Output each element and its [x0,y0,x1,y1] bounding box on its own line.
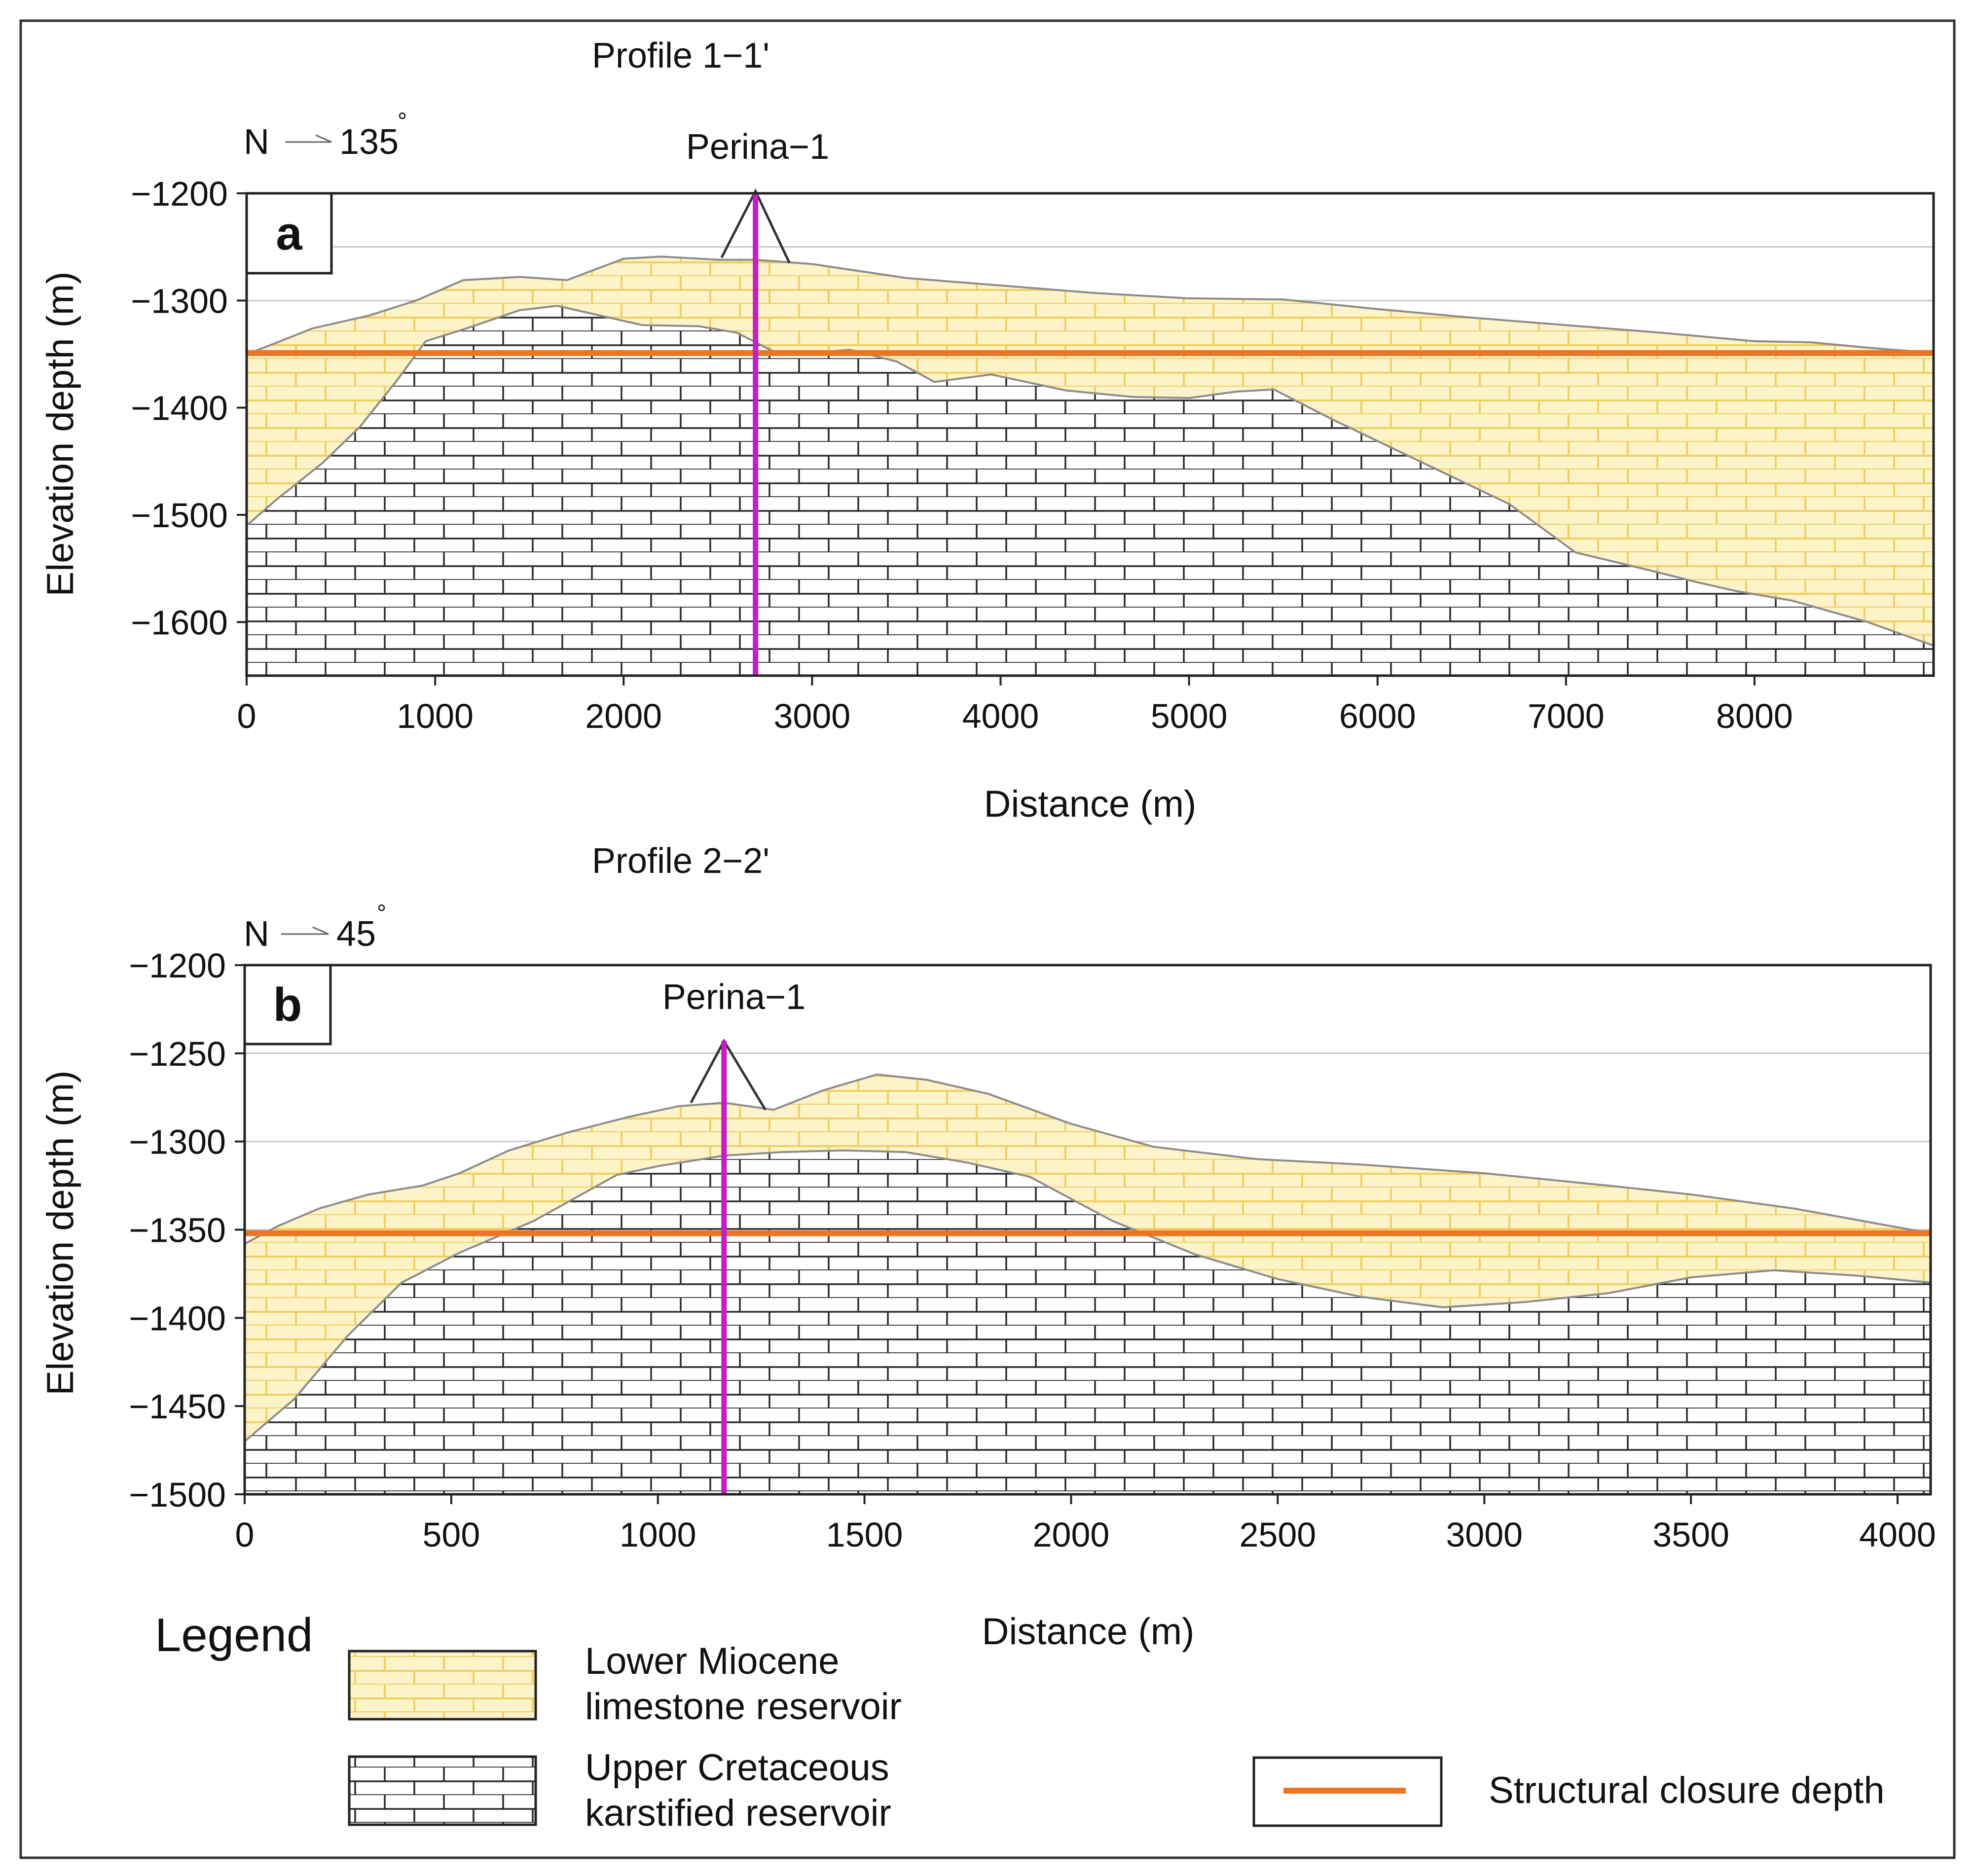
y-tick-label-a: −1600 [131,603,228,642]
x-tick-label-a: 1000 [397,697,474,735]
profile-title-a: Profile 1−1' [592,36,769,75]
y-tick-label-a: −1500 [131,496,228,535]
x-tick-label-a: 2000 [585,697,662,735]
x-tick-label-a: 6000 [1339,697,1416,735]
panel-b-ticks: 0 500 1000 1500 2000 2500 3000 3500 4000 −1200 −12… [129,946,1936,1554]
x-axis-label-b: Distance (m) [982,1611,1195,1653]
orientation-degree-a: ° [398,108,407,135]
upper-cretaceous-area-a [247,306,1934,676]
x-tick-label-a: 5000 [1151,697,1228,735]
well-symbol-b [690,1038,767,1111]
well-name-a: Perina−1 [686,127,829,167]
figure-frame [19,19,1956,1859]
legend-label-closure: Structural closure depth [1489,1769,1885,1811]
y-tick-label-b: −1400 [129,1299,226,1337]
north-arrow-a [285,134,332,143]
upper-cretaceous-area-b [245,1150,1931,1494]
y-axis-label-b: Elevation depth (m) [39,1071,81,1396]
x-tick-label-a: 3000 [774,697,851,735]
x-tick-label-a: 0 [237,697,256,735]
panel-label-b: b [273,978,302,1031]
orientation-degree-b: ° [377,901,386,927]
y-axis-label-a: Elevation depth (m) [39,272,81,597]
legend-label-miocene-line2: limestone reservoir [585,1686,902,1728]
y-tick-label-a: −1200 [131,175,228,213]
legend-label-cretaceous-line2: karstified reservoir [585,1792,891,1834]
x-tick-label-b: 2000 [1033,1515,1110,1554]
y-tick-label-b: −1300 [129,1123,226,1161]
plot-area-frame-a [245,192,1935,677]
x-tick-label-b: 2500 [1239,1515,1316,1554]
legend-swatch-cretaceous [348,1755,537,1826]
legend-label-cretaceous-line1: Upper Cretaceous [585,1747,889,1789]
y-tick-label-b: −1450 [129,1387,226,1426]
orientation-value-a: 135 [339,122,399,162]
x-tick-label-b: 500 [422,1515,480,1554]
y-tick-label-a: −1300 [131,282,228,320]
orientation-prefix-a: N [244,122,269,162]
profile-title-b: Profile 2−2' [592,841,769,881]
legend-swatch-miocene [348,1650,537,1721]
panel-b: 0 500 1000 1500 2000 2500 3000 3500 4000 −1200 −12… [39,841,1936,1653]
orientation-value-b: 45 [336,914,376,954]
y-tick-label-b: −1250 [129,1035,226,1073]
panel-a: 0 1000 2000 3000 4000 5000 6000 7000 8000 −1200 −1… [39,36,1935,825]
x-tick-label-b: 1000 [620,1515,696,1554]
well-symbol-a [720,188,791,264]
x-axis-label-a: Distance (m) [984,783,1197,825]
well-name-b: Perina−1 [662,977,805,1017]
north-arrow-b [281,926,329,935]
legend-title: Legend [155,1609,313,1661]
x-tick-label-b: 1500 [826,1515,903,1554]
y-tick-label-b: −1500 [129,1476,226,1514]
x-tick-label-b: 3500 [1652,1515,1729,1554]
x-tick-label-a: 4000 [962,697,1039,735]
orientation-prefix-b: N [244,914,269,954]
x-tick-label-a: 7000 [1528,697,1605,735]
y-tick-label-b: −1200 [129,946,226,985]
lower-miocene-top-line-a [247,255,1934,355]
panel-label-box-a [245,192,333,275]
panel-a-ticks: 0 1000 2000 3000 4000 5000 6000 7000 8000 −1200 −1… [131,175,1792,735]
x-tick-label-b: 4000 [1859,1515,1936,1554]
x-tick-label-b: 0 [235,1515,255,1554]
upper-cretaceous-top-line-a [247,305,1934,647]
y-tick-label-b: −1350 [129,1211,226,1250]
legend-label-miocene-line1: Lower Miocene [585,1640,839,1682]
x-tick-label-a: 8000 [1716,697,1793,735]
panel-label-a: a [276,207,302,260]
x-tick-label-b: 3000 [1446,1515,1523,1554]
y-tick-label-a: −1400 [131,389,228,428]
upper-cretaceous-top-line-b [245,1149,1931,1443]
panel-label-box-b [243,964,332,1046]
lower-miocene-top-line-b [245,1073,1931,1245]
legend: Legend Lower Miocene limestone reservoir… [155,1609,1885,1834]
